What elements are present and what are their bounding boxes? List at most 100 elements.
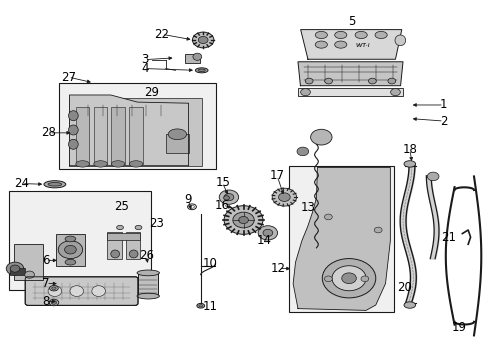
Ellipse shape	[168, 129, 186, 140]
Text: 23: 23	[149, 217, 164, 230]
Circle shape	[64, 246, 76, 254]
Ellipse shape	[334, 41, 346, 48]
Bar	[56, 234, 85, 266]
Ellipse shape	[44, 181, 66, 188]
Ellipse shape	[65, 259, 76, 265]
Bar	[14, 244, 42, 280]
Bar	[94, 107, 107, 164]
Text: 22: 22	[154, 28, 169, 41]
Circle shape	[232, 212, 254, 228]
Text: 10: 10	[203, 257, 218, 270]
Bar	[69, 98, 202, 166]
Ellipse shape	[116, 225, 123, 230]
Ellipse shape	[65, 236, 76, 242]
Ellipse shape	[68, 139, 78, 149]
Text: 15: 15	[215, 176, 229, 189]
Ellipse shape	[49, 285, 58, 291]
Bar	[10, 268, 25, 275]
Ellipse shape	[195, 68, 207, 73]
Text: 16: 16	[215, 198, 230, 212]
Ellipse shape	[51, 301, 57, 304]
Circle shape	[263, 229, 272, 237]
Bar	[138, 273, 158, 296]
Ellipse shape	[197, 303, 204, 308]
Text: 27: 27	[61, 71, 76, 84]
Bar	[165, 134, 189, 153]
Ellipse shape	[68, 125, 78, 135]
Ellipse shape	[48, 286, 61, 296]
Ellipse shape	[52, 287, 56, 289]
Circle shape	[373, 227, 381, 233]
Ellipse shape	[76, 161, 89, 167]
Ellipse shape	[111, 161, 124, 167]
Circle shape	[368, 78, 375, 84]
Circle shape	[25, 271, 34, 278]
Bar	[288, 166, 393, 312]
Polygon shape	[292, 167, 389, 310]
Ellipse shape	[334, 31, 346, 39]
Text: 18: 18	[402, 143, 416, 156]
Bar	[129, 107, 142, 164]
Ellipse shape	[403, 302, 415, 308]
Text: 26: 26	[139, 249, 153, 262]
Circle shape	[258, 226, 277, 240]
Ellipse shape	[193, 53, 201, 60]
Bar	[9, 191, 151, 290]
Text: 4: 4	[141, 62, 148, 75]
Circle shape	[324, 214, 331, 220]
Text: 2: 2	[439, 114, 447, 127]
Circle shape	[331, 266, 366, 291]
Ellipse shape	[129, 161, 142, 167]
Text: 12: 12	[270, 262, 285, 275]
Ellipse shape	[92, 286, 105, 296]
Circle shape	[324, 276, 331, 282]
Text: 25: 25	[114, 200, 129, 213]
Ellipse shape	[199, 305, 202, 307]
Text: 14: 14	[256, 234, 271, 247]
Circle shape	[387, 78, 395, 84]
Circle shape	[224, 194, 233, 201]
Circle shape	[310, 129, 331, 145]
Circle shape	[58, 241, 82, 258]
Text: 29: 29	[143, 86, 158, 99]
Ellipse shape	[94, 161, 107, 167]
Bar	[185, 54, 200, 63]
Text: VVT·i: VVT·i	[355, 43, 369, 48]
Text: 9: 9	[184, 193, 191, 206]
Ellipse shape	[374, 31, 386, 39]
Circle shape	[300, 89, 310, 96]
Ellipse shape	[135, 225, 142, 230]
Text: 1: 1	[439, 99, 447, 112]
Text: 3: 3	[141, 53, 148, 66]
Circle shape	[322, 258, 375, 298]
Ellipse shape	[198, 69, 205, 72]
Circle shape	[219, 190, 238, 204]
Text: 28: 28	[41, 126, 56, 139]
Polygon shape	[69, 95, 188, 166]
Circle shape	[198, 36, 207, 44]
Circle shape	[10, 265, 20, 272]
Polygon shape	[297, 62, 402, 86]
Ellipse shape	[111, 250, 119, 258]
Circle shape	[192, 32, 213, 48]
Bar	[107, 232, 122, 258]
Ellipse shape	[315, 31, 327, 39]
Bar	[298, 88, 402, 96]
Circle shape	[224, 206, 263, 234]
Text: 11: 11	[203, 300, 218, 313]
Bar	[107, 233, 140, 240]
Circle shape	[305, 78, 312, 84]
Text: 20: 20	[397, 281, 411, 294]
Text: 24: 24	[14, 177, 29, 190]
Circle shape	[296, 147, 308, 156]
Ellipse shape	[354, 31, 366, 39]
Circle shape	[278, 193, 289, 202]
Ellipse shape	[137, 293, 159, 299]
Ellipse shape	[129, 250, 138, 258]
Ellipse shape	[315, 41, 327, 48]
Circle shape	[341, 273, 356, 284]
Ellipse shape	[68, 111, 78, 121]
Bar	[59, 83, 216, 168]
Circle shape	[360, 276, 368, 282]
Bar	[125, 232, 140, 258]
